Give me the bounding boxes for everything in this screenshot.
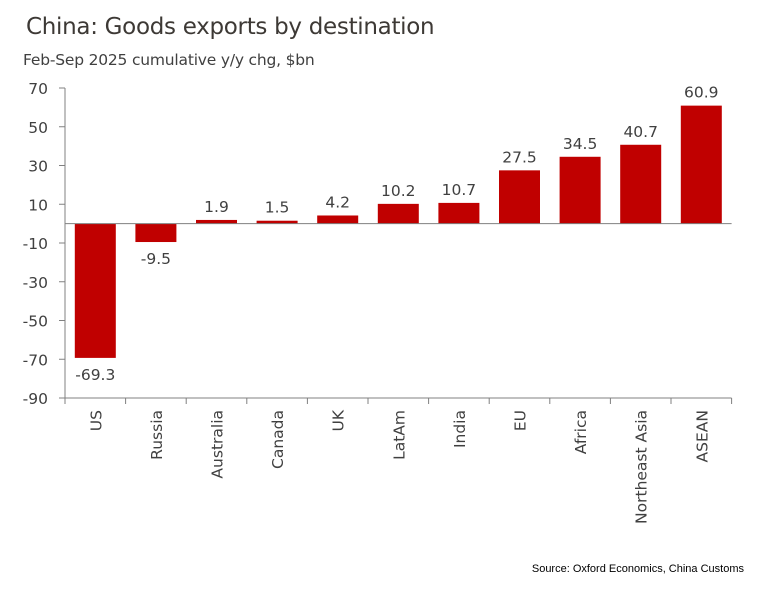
chart-subtitle: Feb-Sep 2025 cumulative y/y chg, $bn bbox=[23, 51, 315, 69]
x-tick-label: UK bbox=[330, 409, 348, 431]
bar-northeast-asia bbox=[620, 144, 662, 224]
x-tick-label: ASEAN bbox=[693, 410, 711, 462]
y-tick-label: -10 bbox=[23, 235, 48, 253]
data-label: -9.5 bbox=[141, 250, 171, 268]
x-tick-label: Russia bbox=[148, 410, 166, 460]
data-label: -69.3 bbox=[75, 366, 115, 384]
y-tick-label: 70 bbox=[28, 80, 48, 98]
data-label: 10.2 bbox=[381, 182, 416, 200]
x-tick-label: Australia bbox=[209, 410, 227, 479]
x-tick-label: EU bbox=[512, 410, 530, 431]
x-tick-label: Africa bbox=[572, 410, 590, 454]
chart-title: China: Goods exports by destination bbox=[26, 14, 435, 40]
bar-us bbox=[74, 223, 116, 358]
y-tick-label: 30 bbox=[28, 158, 48, 176]
data-label: 27.5 bbox=[502, 148, 537, 166]
bar-uk bbox=[317, 215, 359, 224]
bar-latam bbox=[377, 203, 419, 224]
bar-africa bbox=[559, 156, 601, 224]
source-note: Source: Oxford Economics, China Customs bbox=[531, 563, 744, 575]
y-tick-label: -70 bbox=[23, 351, 48, 369]
x-tick-label: Canada bbox=[269, 410, 287, 469]
bar-australia bbox=[196, 219, 237, 224]
data-label: 60.9 bbox=[684, 84, 719, 102]
data-label: 1.9 bbox=[204, 198, 229, 216]
x-tick-label: LatAm bbox=[390, 410, 408, 460]
bar-canada bbox=[256, 220, 298, 224]
y-tick-label: 50 bbox=[28, 119, 48, 137]
y-tick-label: -90 bbox=[23, 390, 48, 408]
data-label: 10.7 bbox=[442, 181, 477, 199]
data-label: 40.7 bbox=[623, 123, 658, 141]
y-tick-label: -50 bbox=[23, 313, 48, 331]
data-label: 1.5 bbox=[265, 199, 290, 217]
bar-asean bbox=[680, 105, 722, 224]
y-tick-label: -30 bbox=[23, 274, 48, 292]
x-tick-label: US bbox=[87, 410, 105, 431]
x-tick-label: India bbox=[451, 410, 469, 448]
data-label: 4.2 bbox=[325, 193, 350, 211]
y-tick-label: 10 bbox=[28, 196, 48, 214]
data-label: 34.5 bbox=[563, 135, 598, 153]
bar-russia bbox=[135, 223, 177, 243]
bar-eu bbox=[499, 170, 540, 224]
bar-india bbox=[438, 202, 480, 224]
x-tick-label: Northeast Asia bbox=[633, 410, 651, 524]
